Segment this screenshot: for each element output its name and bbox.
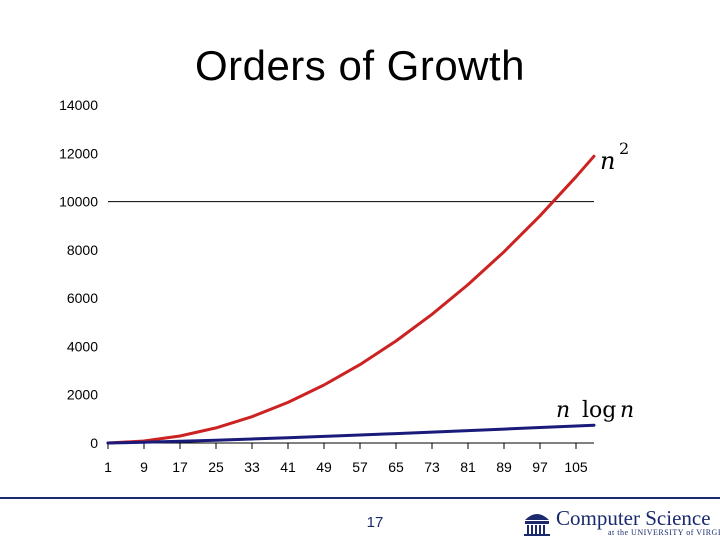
x-tick-label: 97 [532, 459, 548, 475]
y-axis-ticks: 0 2000 4000 6000 8000 10000 12000 14000 [59, 97, 98, 451]
y-tick-label: 14000 [59, 97, 98, 113]
series-label-sup-n2: 2 [619, 139, 629, 158]
logo-subtext: at the UNIVERSITY of VIRGINIA [608, 528, 720, 537]
x-tick-label: 25 [208, 459, 224, 475]
y-tick-label: 2000 [67, 387, 98, 403]
y-tick-label: 8000 [67, 242, 98, 258]
series-label-n2: n [600, 147, 615, 175]
y-tick-label: 10000 [59, 194, 98, 210]
x-tick-label: 57 [352, 459, 368, 475]
growth-chart: 0 2000 4000 6000 8000 10000 12000 14000 1 9 17 25 3… [59, 97, 634, 475]
page-number: 17 [366, 514, 384, 531]
x-tick-label: 105 [564, 459, 588, 475]
series-lines [106, 154, 596, 445]
rotunda-icon [524, 514, 550, 536]
x-tick-label: 73 [424, 459, 440, 475]
x-tick-label: 1 [104, 459, 112, 475]
x-tick-label: 65 [388, 459, 404, 475]
x-tick-label: 17 [172, 459, 188, 475]
x-axis-ticks: 1 9 17 25 33 41 49 57 65 73 81 89 97 105 [104, 443, 588, 475]
x-tick-label: 41 [280, 459, 296, 475]
x-tick-label: 9 [140, 459, 148, 475]
y-tick-label: 6000 [67, 290, 98, 306]
series-label-nlogn-log: log [582, 398, 616, 423]
series-line-nlogn [106, 423, 596, 445]
footer-rule [0, 497, 720, 499]
x-tick-label: 33 [244, 459, 260, 475]
x-tick-label: 81 [460, 459, 476, 475]
y-tick-label: 4000 [67, 338, 98, 354]
y-tick-label: 12000 [59, 145, 98, 161]
series-labels: n 2n log n [556, 139, 634, 423]
series-label-nlogn-n1: n [556, 398, 570, 423]
slide-title: Orders of Growth [194, 42, 526, 89]
university-logo: Computer Science at the UNIVERSITY of VI… [522, 506, 720, 538]
logo-text: Computer Science [556, 506, 711, 530]
series-line-n2 [106, 154, 596, 445]
series-label-nlogn-n2: n [620, 398, 634, 423]
y-tick-label: 0 [90, 435, 98, 451]
x-tick-label: 49 [316, 459, 332, 475]
x-tick-label: 89 [496, 459, 512, 475]
